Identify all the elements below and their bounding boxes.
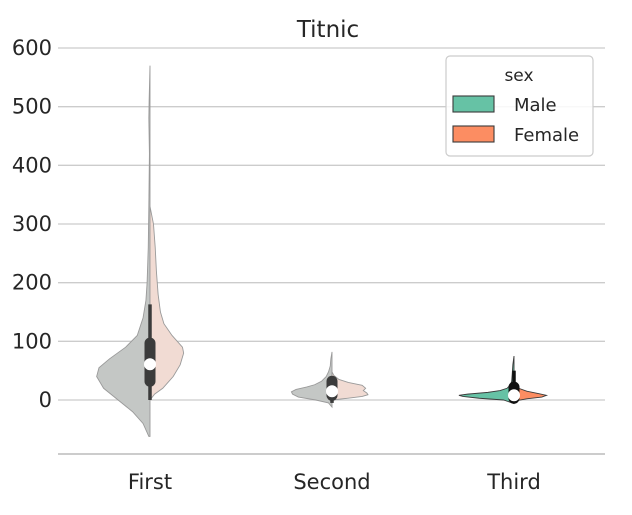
legend-entries: Male Female (452, 95, 579, 146)
y-tick-label: 0 (39, 388, 52, 412)
violin-male-second (290, 351, 333, 409)
x-tick-label: First (128, 470, 172, 494)
y-tick-label: 400 (12, 153, 52, 177)
violin-male-third (458, 355, 515, 405)
box-plots (144, 304, 520, 404)
box-median (508, 389, 520, 402)
legend-label-female: Female (514, 125, 579, 146)
violins (96, 65, 549, 437)
violin-male-first (96, 65, 151, 437)
x-tick-label: Third (486, 470, 541, 494)
legend-swatch-male (452, 95, 495, 113)
box-median (144, 358, 156, 371)
legend-title: sex (504, 66, 533, 86)
y-tick-label: 200 (12, 271, 52, 295)
y-tick-label: 500 (12, 95, 52, 119)
violin-female-second (331, 371, 369, 401)
x-tick-labels: First Second Third (128, 470, 541, 494)
chart-title: Titnic (296, 17, 359, 43)
y-tick-label: 300 (12, 212, 52, 236)
violin-female-first (149, 206, 185, 402)
legend: sex Male Female (445, 55, 594, 157)
box-median (326, 385, 338, 398)
x-tick-label: Second (293, 470, 370, 494)
y-tick-labels: 0 100 200 300 400 500 600 (12, 36, 52, 412)
legend-label-male: Male (514, 95, 557, 116)
y-tick-label: 100 (12, 329, 52, 353)
y-tick-label: 600 (12, 36, 52, 60)
legend-swatch-female (452, 125, 495, 143)
